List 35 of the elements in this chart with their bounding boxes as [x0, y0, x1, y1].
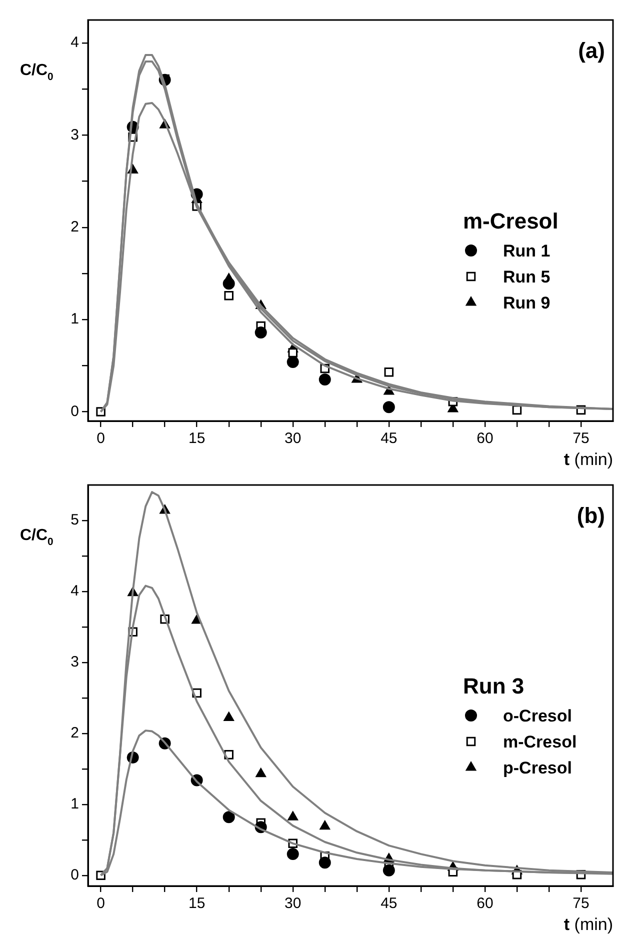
y-tick-label: 0: [70, 866, 79, 884]
legend-title: Run 3: [463, 674, 524, 699]
x-tick-label: 60: [476, 895, 494, 912]
x-tick-label: 0: [96, 430, 105, 448]
y-tick-label: 3: [70, 126, 79, 144]
legend-label: p-Cresol: [503, 758, 572, 778]
x-tick-label: 15: [188, 895, 206, 912]
x-tick-label: 45: [380, 895, 398, 912]
legend-label: m-Cresol: [503, 732, 577, 752]
annotation: (b): [576, 503, 605, 528]
y-tick-label: 0: [70, 402, 79, 420]
legend-label: Run 1: [503, 242, 550, 261]
x-tick-label: 60: [476, 430, 494, 448]
y-tick-label: 4: [70, 34, 79, 52]
x-tick-label: 30: [284, 895, 302, 912]
x-axis-title: t (min): [564, 915, 614, 934]
y-tick-label: 1: [70, 796, 79, 813]
y-tick-label: 4: [70, 582, 79, 600]
legend-label: Run 5: [503, 268, 550, 287]
x-tick-label: 45: [380, 430, 398, 448]
legend-label: Run 9: [503, 294, 550, 313]
legend-label: o-Cresol: [503, 706, 572, 726]
annotation: (a): [578, 38, 605, 63]
y-tick-label: 2: [70, 724, 79, 742]
y-tick-label: 2: [70, 218, 79, 236]
x-tick-label: 75: [572, 430, 590, 448]
legend-title: m-Cresol: [463, 208, 558, 234]
y-tick-label: 5: [70, 512, 79, 529]
x-tick-label: 30: [284, 430, 302, 448]
x-axis-title: t (min): [564, 450, 614, 469]
y-tick-label: 1: [70, 310, 79, 328]
x-tick-label: 0: [96, 895, 105, 912]
x-tick-label: 75: [572, 895, 590, 912]
y-tick-label: 3: [70, 654, 79, 671]
x-tick-label: 15: [188, 430, 206, 448]
